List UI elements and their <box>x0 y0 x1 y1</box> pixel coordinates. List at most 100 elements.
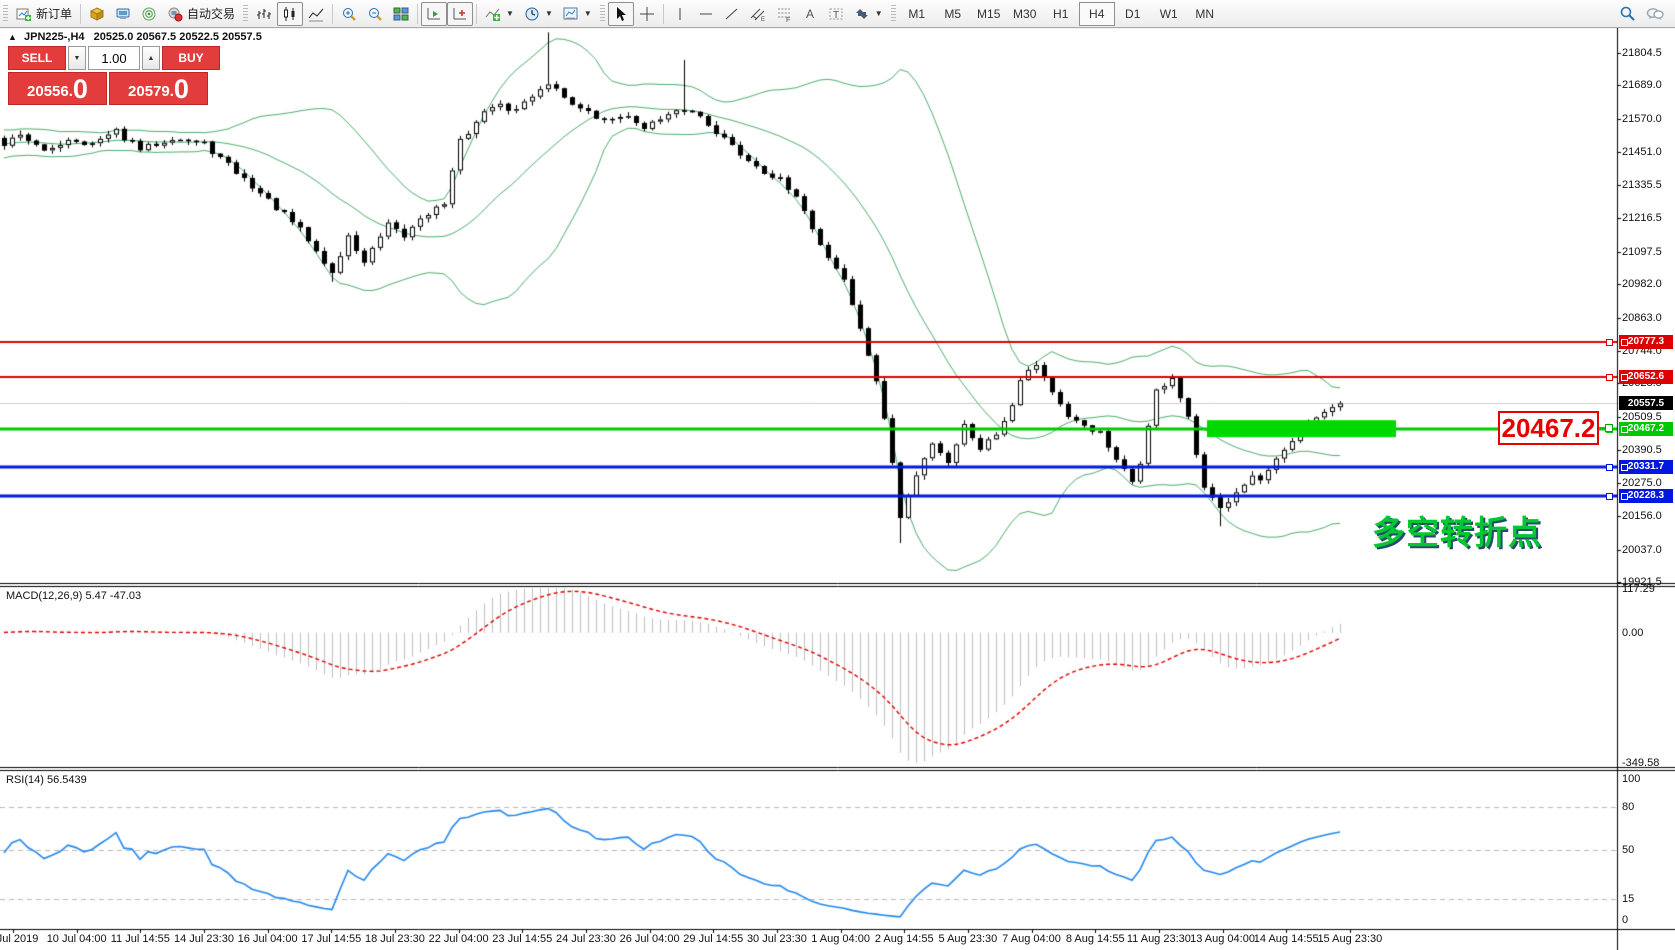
auto-scroll-button[interactable] <box>421 1 448 26</box>
search-icon <box>1620 6 1635 21</box>
toolbar-drag-handle[interactable] <box>3 4 8 23</box>
date-axis-label: 24 Jul 23:30 <box>555 933 616 945</box>
date-axis-label: 14 Jul 23:30 <box>174 933 234 945</box>
cursor-icon <box>616 6 626 21</box>
toolbar-drag-handle[interactable] <box>243 4 249 23</box>
tag-anchor-square <box>1621 338 1628 346</box>
templates-button[interactable]: ▼ <box>558 2 597 26</box>
sell-button[interactable]: SELL <box>8 46 66 70</box>
dropdown-caret-icon: ▼ <box>583 9 592 18</box>
chart-shift-button[interactable] <box>447 1 474 26</box>
tag-anchor-square <box>1621 373 1628 381</box>
chart-annotation-text[interactable]: 多空转折点 <box>1372 514 1542 551</box>
date-axis-label: 2 Aug 14:55 <box>874 933 934 945</box>
arrows-button[interactable]: ▼ <box>849 2 888 26</box>
dropdown-caret-icon: ▼ <box>506 9 514 18</box>
tf-w1-button[interactable]: W1 <box>1159 6 1178 21</box>
date-axis-label: 17 Jul 14:55 <box>301 933 362 945</box>
date-axis-label: 7 Aug 04:00 <box>1002 933 1061 945</box>
dropdown-caret-icon: ▼ <box>874 9 883 18</box>
toolbar-drag-handle[interactable] <box>599 4 605 23</box>
macd-axis-label: -349.58 <box>1622 757 1660 769</box>
price-axis-label: 20390.5 <box>1622 444 1662 457</box>
text-label-button[interactable]: T <box>823 2 849 26</box>
tile-windows-button[interactable] <box>388 2 414 26</box>
horizontal-line-icon <box>699 13 712 14</box>
date-axis-label: 18 Jul 23:30 <box>364 933 425 945</box>
price-axis-label: 21216.5 <box>1622 212 1662 225</box>
date-axis-label: 26 Jul 04:00 <box>619 933 680 945</box>
chat-button[interactable] <box>1641 2 1669 26</box>
market-button[interactable] <box>84 2 110 26</box>
line-anchor-square <box>1606 463 1613 471</box>
crosshair-button[interactable] <box>634 2 660 26</box>
volume-input[interactable] <box>88 46 140 70</box>
tf-h4-button[interactable]: H4 <box>1078 1 1115 26</box>
vertical-line-button[interactable] <box>667 2 693 26</box>
volume-down-button[interactable]: ▼ <box>68 46 86 70</box>
text-button[interactable]: A <box>797 2 823 26</box>
auto-trading-button[interactable]: 自动交易 <box>162 2 240 26</box>
buy-price-big-digit: 0 <box>173 74 189 104</box>
buy-price-box[interactable]: 20579. 0 <box>109 72 208 105</box>
date-axis-label: 22 Jul 04:00 <box>428 933 489 945</box>
tf-m30-button[interactable]: M30 <box>1013 6 1037 21</box>
price-axis-label: 20037.0 <box>1622 543 1662 556</box>
horizontal-line-button[interactable] <box>693 2 719 26</box>
tf-m15-button[interactable]: M15 <box>977 6 1001 21</box>
fibonacci-button[interactable]: F <box>771 2 797 26</box>
candlestick-chart-button[interactable] <box>277 1 304 26</box>
tf-d1-button[interactable]: D1 <box>1125 6 1141 21</box>
toolbar-drag-handle[interactable] <box>890 4 896 23</box>
tf-h1-button[interactable]: H1 <box>1053 6 1069 21</box>
price-axis-label: 21570.0 <box>1622 112 1662 125</box>
price-axis-label: 20982.0 <box>1622 278 1662 291</box>
tf-mn-button[interactable]: MN <box>1195 6 1215 21</box>
sell-price-box[interactable]: 20556. 0 <box>8 72 107 105</box>
cursor-button[interactable] <box>607 1 634 26</box>
price-line-tag: 20652.6 <box>1619 369 1673 384</box>
rsi-axis-label: 100 <box>1622 773 1641 785</box>
line-chart-button[interactable] <box>303 2 329 26</box>
channel-button[interactable]: E <box>745 2 771 26</box>
trendline-button[interactable] <box>719 2 745 26</box>
price-axis-label: 19921.5 <box>1622 576 1662 588</box>
price-axis-label: 20156.0 <box>1622 510 1662 523</box>
signals-button[interactable] <box>136 2 162 26</box>
bar-chart-button[interactable] <box>251 2 277 26</box>
rsi-axis-label: 80 <box>1622 801 1635 814</box>
crosshair-icon <box>639 6 654 21</box>
zoom-in-button[interactable] <box>336 2 362 26</box>
metaeditor-icon <box>116 8 130 19</box>
zoom-out-icon <box>369 7 382 21</box>
bar-chart-icon <box>257 8 272 19</box>
rsi-label: RSI(14) 56.5439 <box>6 774 87 786</box>
price-line-tag: 20228.3 <box>1619 488 1673 503</box>
tf-m1-button[interactable]: M1 <box>908 6 926 21</box>
tag-anchor-square <box>1621 425 1628 433</box>
zoom-out-button[interactable] <box>362 2 388 26</box>
tf-m5-button[interactable]: M5 <box>944 6 962 21</box>
sell-price: 20556. <box>27 83 73 100</box>
volume-up-button[interactable]: ▲ <box>142 46 160 70</box>
collapse-arrow-icon[interactable]: ▲ <box>8 32 17 42</box>
date-axis-label: 11 Jul 14:55 <box>110 933 170 945</box>
rsi-axis-label: 15 <box>1622 892 1635 905</box>
new-order-label: 新订单 <box>36 7 73 21</box>
price-axis-label: 21689.0 <box>1622 79 1662 92</box>
vertical-line-icon <box>679 7 681 20</box>
macd-axis-label: 117.29 <box>1622 583 1655 596</box>
callout-anchor-square[interactable] <box>1605 424 1613 432</box>
trendline-icon <box>725 8 738 19</box>
search-button[interactable] <box>1614 2 1641 26</box>
buy-button[interactable]: BUY <box>162 46 220 70</box>
metaeditor-button[interactable] <box>110 2 136 26</box>
price-callout-label[interactable]: 20467.2 <box>1498 411 1599 445</box>
periods-button[interactable]: ▼ <box>519 2 558 26</box>
indicators-button[interactable]: ▼ <box>480 2 519 26</box>
auto-trading-label: 自动交易 <box>187 7 236 21</box>
new-chart-button[interactable]: 新订单 <box>11 2 77 26</box>
svg-text:A: A <box>806 7 814 21</box>
